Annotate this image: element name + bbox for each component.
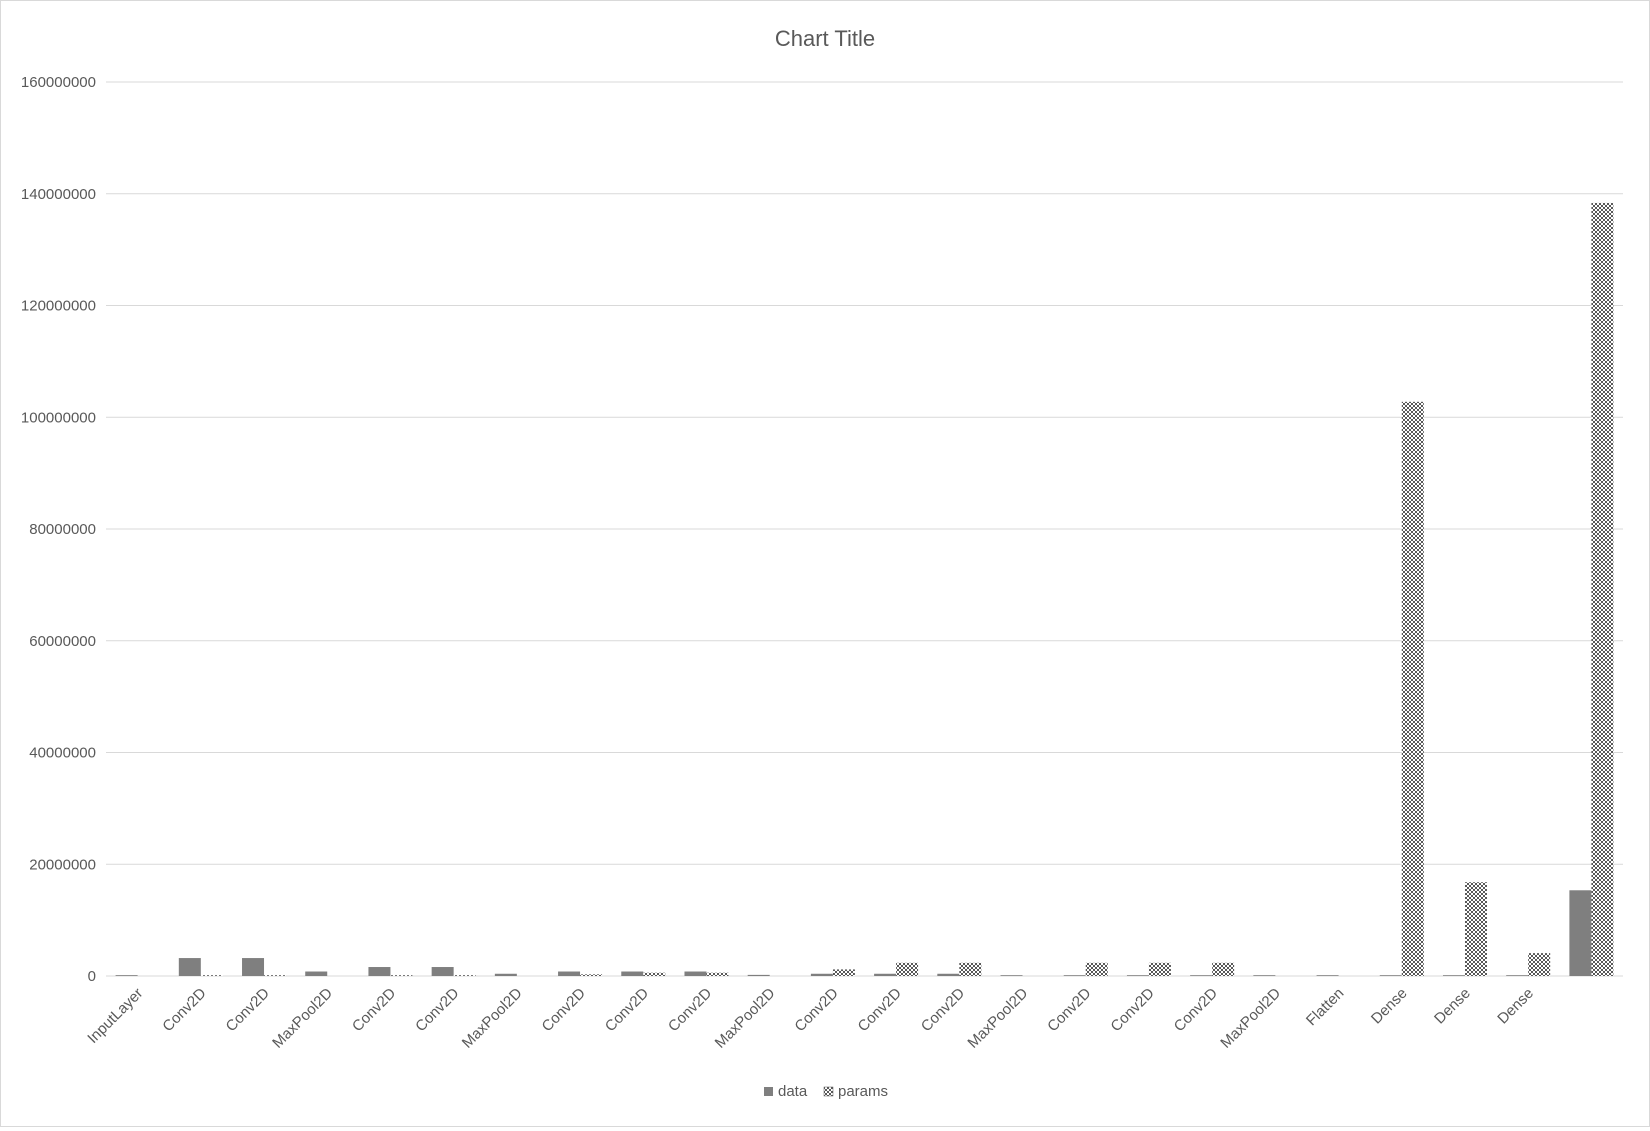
bar-data-7	[558, 971, 581, 976]
x-tick-label: Conv2D	[791, 985, 841, 1035]
y-tick-label: 0	[88, 968, 96, 985]
bar-params-9	[706, 972, 729, 976]
y-axis-tick-labels: 0 20000000 40000000 60000000 80000000 1000000…	[21, 74, 96, 985]
bar-data-19	[1316, 975, 1339, 976]
x-tick-label: Conv2D	[602, 985, 652, 1035]
bar-params-16	[1148, 962, 1171, 976]
bar-data-14	[1000, 975, 1023, 976]
bar-params-21	[1464, 882, 1487, 976]
bar-params-12	[896, 962, 919, 976]
bar-data-10	[747, 974, 770, 976]
bar-data-5	[431, 967, 454, 976]
x-tick-label: Conv2D	[1171, 985, 1221, 1035]
bar-data-16	[1126, 975, 1149, 976]
bar-params-23	[1591, 202, 1614, 976]
y-tick-label: 40000000	[29, 745, 96, 762]
x-tick-label: Conv2D	[665, 985, 715, 1035]
bar-data-11	[810, 973, 833, 976]
legend: data params	[764, 1083, 888, 1100]
x-tick-label: MaxPool2D	[1217, 985, 1284, 1052]
y-tick-label: 160000000	[21, 74, 96, 91]
x-tick-label: Conv2D	[1044, 985, 1094, 1035]
x-tick-label: Flatten	[1303, 985, 1347, 1029]
x-tick-label: Dense	[1368, 985, 1411, 1028]
bar-params-4	[390, 975, 413, 976]
x-tick-label: InputLayer	[84, 985, 146, 1047]
y-tick-label: 20000000	[29, 856, 96, 873]
legend-swatch-params	[823, 1086, 834, 1097]
x-tick-label: MaxPool2D	[459, 985, 526, 1052]
bar-params-13	[959, 962, 982, 976]
bar-params-17	[1212, 962, 1235, 976]
x-tick-label: Conv2D	[855, 985, 905, 1035]
bar-data-1	[178, 958, 201, 976]
bar-data-0	[115, 975, 138, 976]
bar-data-18	[1253, 975, 1276, 976]
x-tick-label: Conv2D	[918, 985, 968, 1035]
bar-data-3	[305, 971, 328, 976]
legend-label-data: data	[778, 1083, 808, 1100]
x-tick-label: Conv2D	[412, 985, 462, 1035]
bar-data-21	[1442, 975, 1465, 976]
bar-params-5	[453, 975, 476, 976]
x-tick-label: Dense	[1494, 985, 1537, 1028]
x-tick-label: Conv2D	[349, 985, 399, 1035]
bar-data-6	[494, 973, 517, 976]
x-tick-label: Conv2D	[539, 985, 589, 1035]
bar-params-7	[580, 974, 603, 976]
bar-data-2	[242, 958, 265, 976]
y-tick-label: 120000000	[21, 298, 96, 315]
y-tick-label: 140000000	[21, 186, 96, 203]
bar-data-20	[1379, 975, 1402, 976]
bar-data-23	[1569, 890, 1592, 976]
bar-params-20	[1401, 401, 1424, 976]
bar-params-11	[832, 969, 855, 976]
y-tick-label: 60000000	[29, 633, 96, 650]
gridlines	[106, 81, 1623, 977]
bar-params-22	[1528, 953, 1551, 976]
x-tick-label: Conv2D	[159, 985, 209, 1035]
x-tick-label: Conv2D	[223, 985, 273, 1035]
bar-data-13	[937, 973, 960, 976]
x-tick-label: MaxPool2D	[712, 985, 779, 1052]
bar-data-15	[1063, 975, 1086, 976]
bar-params-8	[643, 972, 666, 976]
chart-title: Chart Title	[775, 26, 875, 51]
y-tick-label: 100000000	[21, 409, 96, 426]
legend-label-params: params	[838, 1083, 888, 1100]
bar-params-1	[200, 975, 223, 976]
bar-data-9	[684, 971, 707, 976]
x-tick-label: MaxPool2D	[269, 985, 336, 1052]
y-tick-label: 80000000	[29, 521, 96, 538]
x-tick-label: Conv2D	[1107, 985, 1157, 1035]
bar-params-15	[1085, 962, 1108, 976]
x-tick-label: Dense	[1431, 985, 1474, 1028]
bar-data-12	[874, 973, 897, 976]
bar-data-4	[368, 967, 391, 976]
x-tick-label: MaxPool2D	[964, 985, 1031, 1052]
bar-params-2	[264, 975, 287, 976]
bar-data-22	[1506, 975, 1529, 976]
bars	[115, 202, 1614, 976]
bar-data-17	[1190, 975, 1213, 976]
bar-data-8	[621, 971, 644, 976]
legend-swatch-data	[764, 1087, 773, 1096]
